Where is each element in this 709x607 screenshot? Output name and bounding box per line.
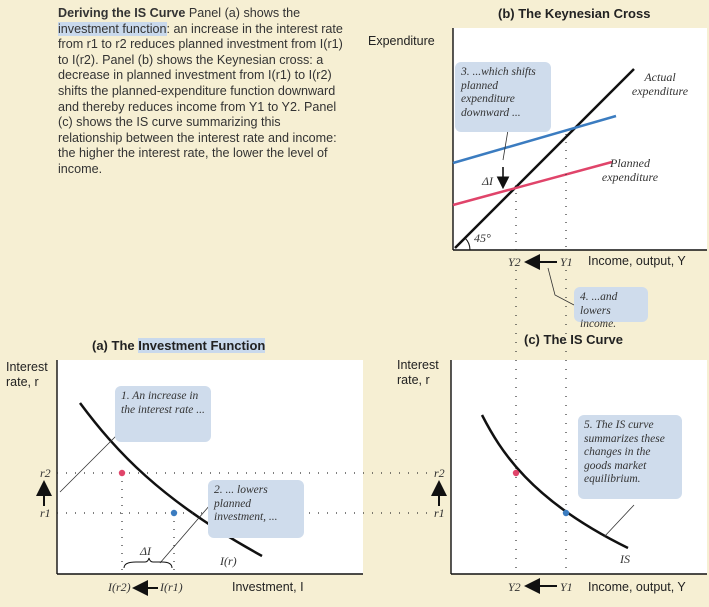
- callout-1-pointer: [59, 429, 123, 493]
- panel-a-ir1-tick: I(r1): [160, 580, 183, 594]
- panel-a-r1-tick: r1: [40, 506, 51, 520]
- panel-a-delta-label: ΔI: [140, 544, 152, 558]
- panel-c-y2-tick: Y2: [508, 580, 521, 594]
- investment-curve-label: I(r): [220, 554, 237, 568]
- panel-a-point-r1: [170, 509, 178, 517]
- callout-3: 3. ...which shifts planned expenditure d…: [455, 62, 551, 132]
- panel-c-r1-tick: r1: [434, 506, 445, 520]
- caption-highlight: investment function: [58, 21, 167, 36]
- is-curve-label: IS: [620, 552, 630, 566]
- callout-2-pointer: [159, 504, 211, 564]
- callout-5: 5. The IS curve summarizes these changes…: [578, 415, 682, 499]
- panel-c-ylabel-2: rate, r: [397, 373, 430, 387]
- planned-expenditure-label: Planned expenditure: [601, 156, 659, 184]
- panel-c-point-r2: [512, 469, 520, 477]
- panel-b-ylabel: Expenditure: [368, 34, 435, 48]
- panel-c-point-r1: [562, 509, 570, 517]
- panel-c-title: (c) The IS Curve: [524, 332, 623, 347]
- panel-a-title-prefix: (a) The: [92, 338, 139, 353]
- panel-c-y1-tick: Y1: [560, 580, 573, 594]
- panel-c-r2-tick: r2: [434, 466, 445, 480]
- callout-3-pointer: [502, 129, 509, 161]
- callout-4-pointer: [547, 267, 575, 306]
- caption-text-2: : an increase in the interest rate from …: [58, 21, 343, 176]
- panel-a-ylabel-2: rate, r: [6, 375, 39, 389]
- actual-expenditure-line: [454, 68, 635, 249]
- callout-2: 2. ... lowers planned investment, ...: [208, 480, 304, 538]
- panel-a-ir2-tick: I(r2): [108, 580, 131, 594]
- panel-b-y1-tick: Y1: [560, 255, 573, 269]
- panel-a-xlabel: Investment, I: [232, 580, 304, 594]
- callout-1: 1. An increase in the interest rate ...: [115, 386, 211, 442]
- panel-c-xlabel: Income, output, Y: [588, 580, 686, 594]
- angle-45-label: 45°: [474, 231, 491, 245]
- panel-b-xlabel: Income, output, Y: [588, 254, 686, 268]
- callout-4: 4. ...and lowers income.: [574, 287, 648, 330]
- figure-caption: Deriving the IS Curve Panel (a) shows th…: [58, 6, 348, 178]
- panel-a-point-r2: [118, 469, 126, 477]
- caption-text-1: Panel (a) shows the: [185, 6, 301, 20]
- panel-a-r2-tick: r2: [40, 466, 51, 480]
- panel-b-title: (b) The Keynesian Cross: [498, 6, 651, 21]
- planned-expenditure-low: [452, 160, 613, 207]
- callout-5-pointer: [603, 504, 635, 538]
- panel-c-ylabel-1: Interest: [397, 358, 439, 372]
- panel-a-ylabel-1: Interest: [6, 360, 48, 374]
- panel-b-y2-tick: Y2: [508, 255, 521, 269]
- planned-expenditure-high: [452, 114, 617, 165]
- caption-title: Deriving the IS Curve: [58, 6, 186, 20]
- panel-a-title-highlight: Investment Function: [138, 338, 266, 353]
- panel-a-title: (a) The Investment Function: [92, 338, 266, 353]
- is-curve: [480, 414, 629, 550]
- panel-a-delta-brace: [123, 557, 173, 569]
- panel-b-delta-label: ΔI: [482, 174, 494, 188]
- actual-expenditure-label: Actual expenditure: [631, 70, 689, 98]
- angle-45-arc: [464, 237, 471, 251]
